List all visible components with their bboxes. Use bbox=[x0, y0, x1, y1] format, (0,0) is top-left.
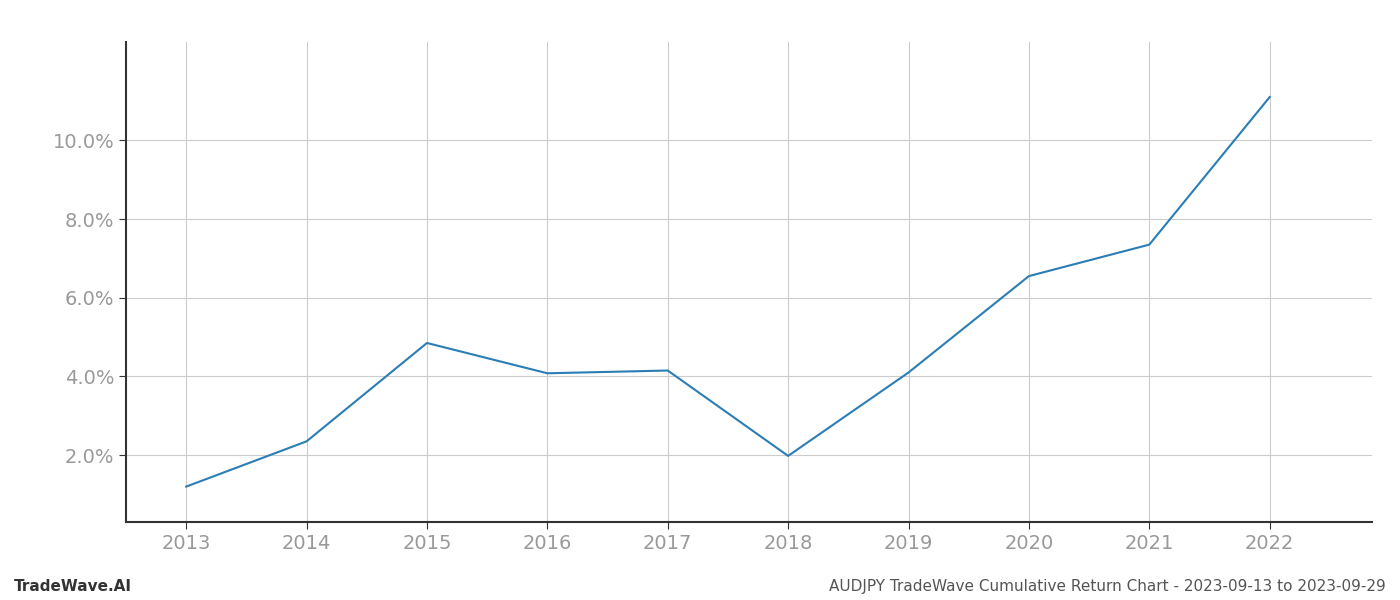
Text: TradeWave.AI: TradeWave.AI bbox=[14, 579, 132, 594]
Text: AUDJPY TradeWave Cumulative Return Chart - 2023-09-13 to 2023-09-29: AUDJPY TradeWave Cumulative Return Chart… bbox=[829, 579, 1386, 594]
